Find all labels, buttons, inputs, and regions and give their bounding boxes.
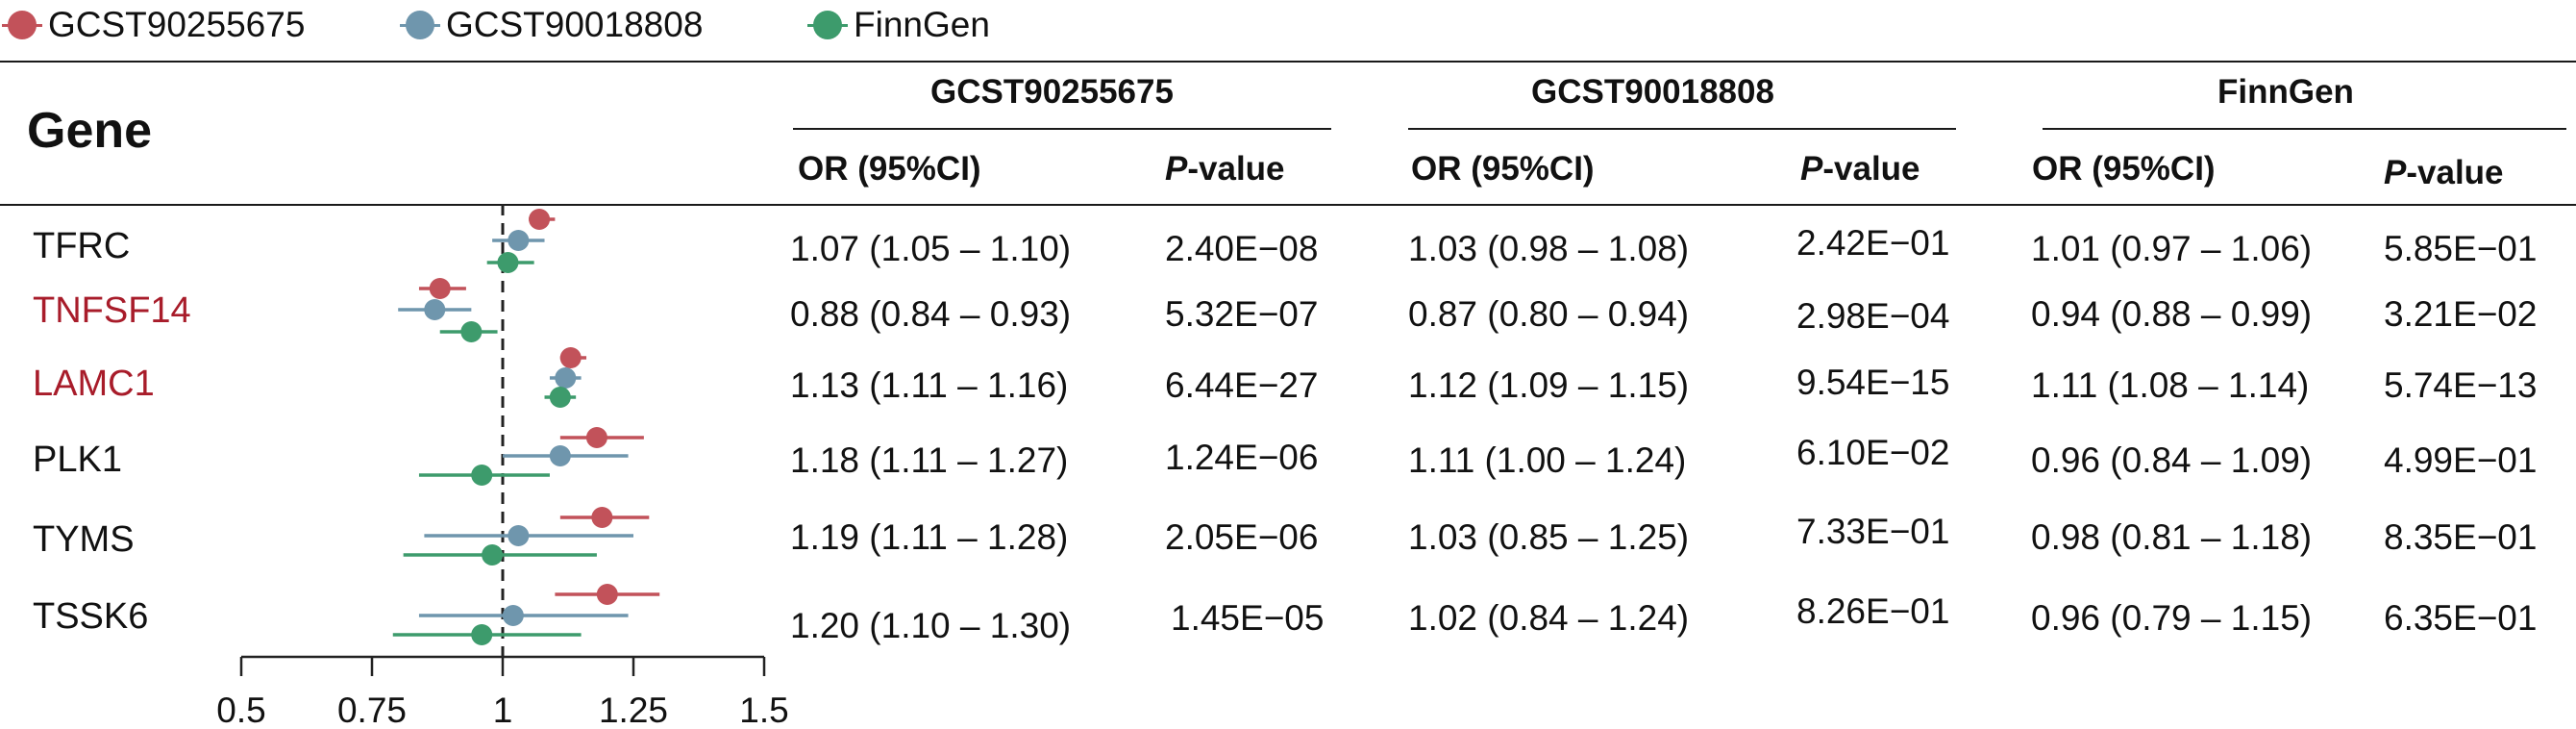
or-point (508, 525, 530, 546)
or-header-1: OR (95%CI) (798, 150, 981, 188)
legend-item-gcst90018808: GCST90018808 (398, 4, 703, 46)
pvalue-cell: 3.21E−02 (2384, 294, 2538, 334)
pvalue-cell: 4.99E−01 (2384, 440, 2538, 480)
or-cell: 1.13 (1.11 – 1.16) (790, 365, 1069, 405)
study-underline-3 (2043, 128, 2566, 130)
or-point (460, 321, 483, 342)
or-cell: 0.96 (0.79 – 1.15) (2031, 598, 2313, 638)
or-point (429, 278, 451, 299)
or-cell: 1.02 (0.84 – 1.24) (1408, 598, 1690, 638)
legend-item-finngen: FinnGen (805, 4, 990, 46)
or-point (502, 605, 524, 626)
or-cell: 1.11 (1.00 – 1.24) (1408, 440, 1687, 480)
or-point (508, 230, 530, 251)
or-cell: 1.03 (0.85 – 1.25) (1408, 517, 1690, 557)
pvalue-cell: 6.44E−27 (1165, 365, 1319, 405)
or-point (482, 544, 504, 566)
pvalue-cell: 2.42E−01 (1796, 223, 1950, 263)
x-tick-label: 1.5 (739, 691, 788, 729)
pvalue-cell: 5.85E−01 (2384, 229, 2538, 268)
study-underline-2 (1408, 128, 1956, 130)
legend-label: GCST90018808 (446, 5, 704, 44)
pvalue-header-1: P-value (1165, 150, 1285, 188)
or-point (471, 624, 493, 645)
or-point (529, 209, 551, 230)
pvalue-cell: 1.24E−06 (1165, 438, 1319, 477)
or-header-3: OR (95%CI) (2032, 150, 2216, 188)
or-point (497, 252, 519, 273)
legend-item-gcst90255675: GCST90255675 (0, 4, 305, 46)
or-point (549, 445, 571, 466)
pvalue-cell: 6.35E−01 (2384, 598, 2538, 638)
or-cell: 1.20 (1.10 – 1.30) (790, 606, 1072, 645)
or-point (585, 427, 607, 448)
study-header-2: GCST90018808 (1531, 73, 1774, 111)
or-point (559, 347, 582, 368)
pvalue-cell: 1.45E−05 (1171, 598, 1325, 638)
pvalue-header-2: P-value (1800, 150, 1920, 188)
gene-label-lamc1: LAMC1 (33, 364, 155, 404)
legend-marker-icon (0, 6, 44, 44)
or-point (591, 507, 613, 528)
or-header-2: OR (95%CI) (1411, 150, 1595, 188)
or-point (424, 299, 446, 320)
pvalue-header-3: P-value (2384, 154, 2504, 191)
or-cell: 1.12 (1.09 – 1.15) (1408, 365, 1690, 405)
top-rule (0, 61, 2576, 63)
gene-label-tyms: TYMS (33, 519, 135, 560)
or-cell: 0.98 (0.81 – 1.18) (2031, 517, 2313, 557)
pvalue-cell: 7.33E−01 (1796, 512, 1950, 551)
legend-marker-icon (805, 6, 850, 44)
or-cell: 0.96 (0.84 – 1.09) (2031, 440, 2313, 480)
or-cell: 0.88 (0.84 – 0.93) (790, 294, 1072, 334)
or-point (555, 367, 577, 389)
pvalue-cell: 8.35E−01 (2384, 517, 2538, 557)
legend-marker-icon (398, 6, 442, 44)
legend-label: GCST90255675 (48, 5, 306, 44)
x-tick-label: 1.25 (599, 691, 668, 729)
or-point (549, 387, 571, 408)
study-header-1: GCST90255675 (930, 73, 1174, 111)
or-cell: 1.19 (1.11 – 1.28) (790, 517, 1069, 557)
pvalue-cell: 2.40E−08 (1165, 229, 1319, 268)
or-point (596, 584, 618, 605)
or-cell: 1.03 (0.98 – 1.08) (1408, 229, 1690, 268)
study-underline-1 (793, 128, 1331, 130)
pvalue-cell: 2.05E−06 (1165, 517, 1319, 557)
x-tick-label: 0.75 (337, 691, 407, 729)
pvalue-cell: 5.32E−07 (1165, 294, 1319, 334)
pvalue-cell: 6.10E−02 (1796, 433, 1950, 472)
or-cell: 1.11 (1.08 – 1.14) (2031, 365, 2310, 405)
gene-label-tnfsf14: TNFSF14 (33, 290, 191, 331)
or-cell: 0.87 (0.80 – 0.94) (1408, 294, 1690, 334)
gene-label-plk1: PLK1 (33, 440, 122, 480)
or-cell: 0.94 (0.88 – 0.99) (2031, 294, 2313, 334)
legend-label: FinnGen (854, 5, 990, 44)
gene-column-header: Gene (27, 103, 153, 159)
pvalue-cell: 2.98E−04 (1796, 296, 1950, 336)
or-cell: 1.18 (1.11 – 1.27) (790, 440, 1069, 480)
gene-label-tfrc: TFRC (33, 226, 131, 266)
study-header-3: FinnGen (2217, 73, 2354, 111)
pvalue-cell: 5.74E−13 (2384, 365, 2538, 405)
x-tick-label: 0.5 (216, 691, 265, 729)
or-cell: 1.01 (0.97 – 1.06) (2031, 229, 2313, 268)
header-bottom-rule (0, 204, 2576, 206)
or-point (471, 465, 493, 486)
x-tick-label: 1 (493, 691, 513, 729)
or-cell: 1.07 (1.05 – 1.10) (790, 229, 1072, 268)
pvalue-cell: 8.26E−01 (1796, 591, 1950, 631)
pvalue-cell: 9.54E−15 (1796, 363, 1950, 402)
gene-label-tssk6: TSSK6 (33, 596, 149, 637)
